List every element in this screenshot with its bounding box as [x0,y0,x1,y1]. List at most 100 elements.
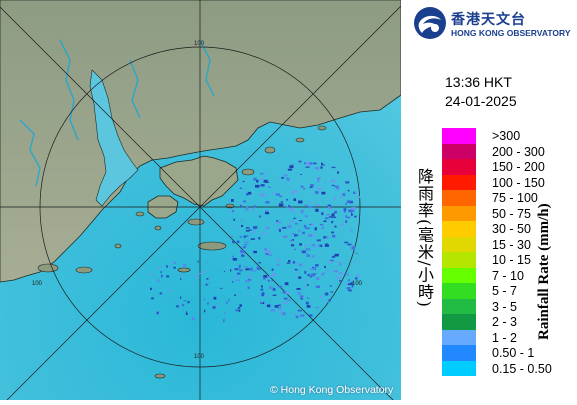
rain-echo [243,200,247,203]
rain-echo [289,240,292,242]
rain-echo [244,209,249,211]
rain-echo [340,196,342,199]
rain-echo [326,214,330,216]
rain-echo [324,265,326,269]
rain-echo [260,184,265,187]
rain-echo [314,267,317,270]
rain-echo [220,287,223,289]
rain-echo [234,268,239,271]
rain-echo [158,311,160,313]
rainfall-legend: >300 200 - 300 150 - 200 100 - 150 75 - 100 5… [442,128,567,376]
rain-echo [240,250,245,253]
legend-label: 150 - 200 [492,160,545,174]
rain-echo [334,225,337,228]
rain-echo [308,201,311,203]
rain-echo [268,254,273,256]
legend-swatch [442,143,476,159]
rain-echo [287,225,292,228]
rain-echo [157,266,161,269]
rain-echo [249,267,253,271]
rain-echo [281,313,286,316]
rain-echo [315,285,320,288]
rain-echo [292,189,294,193]
mainland [0,0,402,283]
rain-echo [286,177,289,180]
rain-echo [355,277,358,280]
legend-swatch [442,314,476,330]
rain-echo [310,273,315,277]
rain-echo [168,289,172,292]
legend-item: 10 - 15 [442,252,567,268]
rain-echo [306,253,310,255]
rain-echo [260,193,265,197]
rain-echo [327,207,333,210]
rain-echo [252,270,257,272]
rain-echo [304,204,309,207]
rain-echo [239,265,241,269]
rain-echo [266,226,269,230]
rain-echo [232,281,234,283]
rain-echo [309,276,312,278]
range-label-north: 100 [194,41,205,47]
rain-echo [291,192,295,195]
rain-echo [347,243,352,246]
rain-echo [331,184,335,187]
rain-echo [300,173,302,175]
rain-echo [156,311,159,315]
rain-echo [234,294,237,296]
rain-echo [352,246,355,250]
rain-echo [252,208,255,211]
legend-item: >300 [442,128,567,144]
rain-echo [166,265,168,268]
rain-echo [305,215,308,218]
legend-label: 200 - 300 [492,144,545,159]
rain-echo [307,274,310,276]
rain-echo [334,211,337,214]
rain-echo [292,239,294,241]
rain-echo [278,298,280,300]
rain-echo [224,317,226,319]
rain-echo [261,285,263,288]
rain-echo [237,272,241,275]
rain-echo [315,264,319,267]
rain-echo [282,235,288,238]
rain-echo [266,304,271,308]
rain-echo [258,262,262,264]
rain-echo [339,204,342,206]
rain-echo [228,299,230,302]
rain-echo [317,244,321,247]
legend-label: 7 - 10 [492,268,524,283]
rain-echo [178,301,180,304]
rain-echo [206,278,209,280]
rain-echo [346,216,351,219]
rain-echo [261,195,266,197]
rain-echo [272,191,275,194]
rain-echo [263,179,268,183]
rain-echo [253,205,256,208]
rain-echo [331,166,336,169]
rain-echo [309,186,313,189]
rain-echo [258,237,261,240]
rain-echo [334,210,338,212]
rain-echo [305,301,309,305]
rain-echo [284,174,288,177]
rain-echo [294,234,299,236]
legend-swatch [442,205,476,221]
rain-echo [233,218,235,221]
rain-echo [303,188,306,190]
rain-echo [295,272,298,274]
rain-echo [306,305,311,308]
rain-echo [235,279,240,281]
rain-echo [239,187,242,189]
rain-echo [278,285,282,288]
legend-item: 15 - 30 [442,236,567,252]
rain-echo [269,286,273,289]
rain-echo [331,179,335,183]
rain-echo [173,261,176,264]
rain-echo [319,223,324,226]
rain-echo [279,221,281,224]
rain-echo [266,295,269,298]
rain-echo [298,200,303,204]
legend-swatch [442,267,476,283]
rain-echo [256,179,259,183]
